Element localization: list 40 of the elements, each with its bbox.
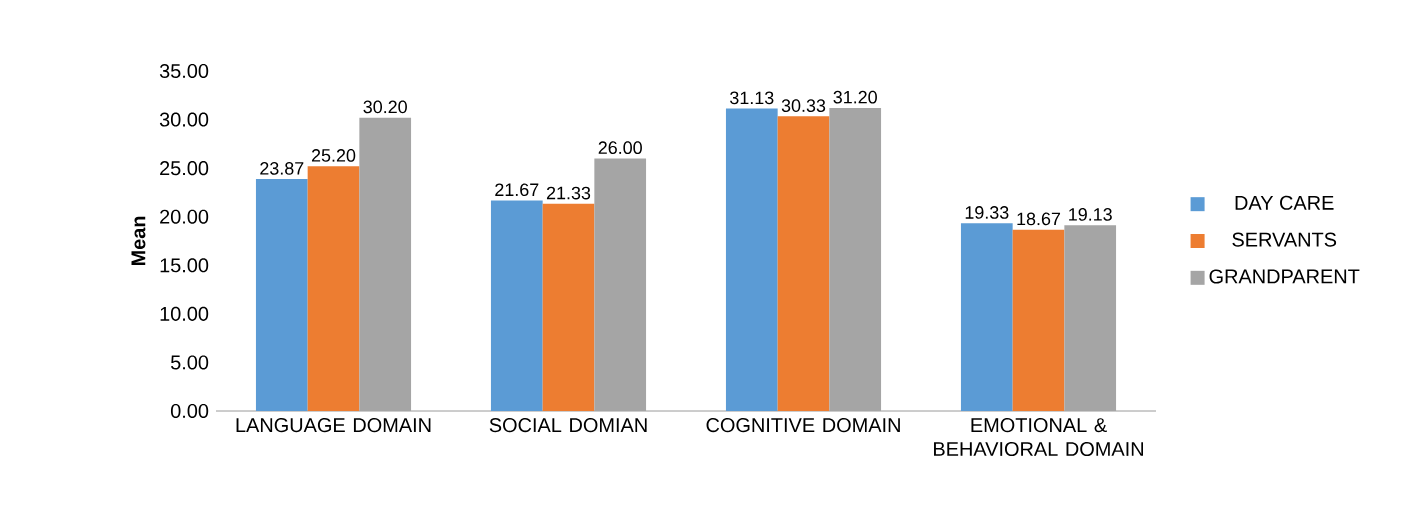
legend-label: GRANDPARENT [1209,269,1360,284]
y-tick-label: 25.00 [160,161,209,176]
x-tick-label: COGNITIVE DOMAIN [706,418,900,433]
x-tick-label: EMOTIONAL & BEHAVIORAL DOMAIN [934,418,1143,457]
y-tick-label: 5.00 [170,355,209,370]
legend-label: DAY CARE [1235,195,1334,210]
data-label: 19.33 [965,206,1009,219]
y-tick-label: 35.00 [159,63,209,79]
y-tick-label: 10.00 [160,306,209,321]
legend-label: SERVANTS [1232,232,1337,247]
data-label: 23.87 [260,162,304,175]
bar [490,200,543,411]
data-label: 25.20 [311,149,356,162]
bar [255,179,308,411]
bar [1012,229,1065,411]
bar [1064,225,1117,411]
data-label: 31.20 [833,90,877,104]
bar [594,158,647,411]
x-tick-label: SOCIAL DOMIAN [489,418,647,433]
y-axis-title: Mean [131,216,146,266]
bar [960,223,1013,411]
bar [829,107,882,411]
y-tick-label: 15.00 [160,258,209,273]
data-label: 19.13 [1069,208,1112,221]
data-label: 30.33 [781,99,826,112]
bar [777,116,830,411]
x-tick-label: LANGUAGE DOMAIN [236,418,431,433]
bar [359,117,412,411]
bar [307,166,360,411]
data-label: 31.13 [730,91,774,105]
y-tick-label: 30.00 [159,112,209,127]
bar [725,108,778,411]
data-label: 30.20 [363,100,407,114]
data-label: 26.00 [598,141,642,155]
y-tick-label: 0.00 [170,403,209,419]
y-tick-label: 20.00 [160,209,209,224]
bar [542,203,595,411]
data-label: 21.67 [495,183,539,197]
data-label: 21.33 [546,186,591,200]
data-label: 18.67 [1017,212,1061,226]
